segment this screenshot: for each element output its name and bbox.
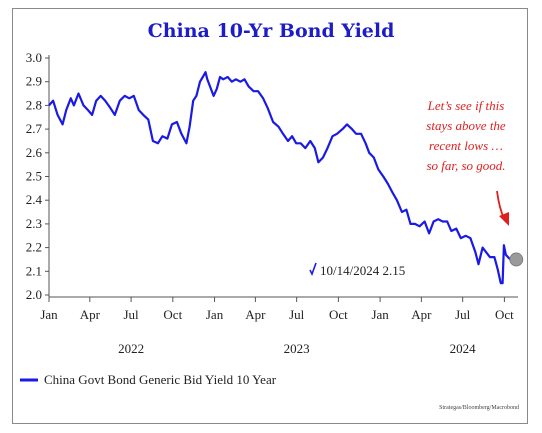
x-tick-label: Oct (163, 307, 182, 322)
y-tick-label: 2.8 (26, 97, 42, 112)
source-note: Strategas/Bloomberg/Macrobond (439, 405, 519, 411)
x-tick-label: Apr (245, 307, 266, 322)
y-tick-label: 2.1 (26, 263, 42, 278)
last-value-marker (509, 252, 524, 267)
plot-area (48, 55, 518, 298)
x-tick-label: Jan (40, 307, 58, 322)
year-label: 2022 (118, 341, 144, 356)
year-label: 2023 (284, 341, 310, 356)
legend-label: China Govt Bond Generic Bid Yield 10 Yea… (44, 372, 277, 387)
annotation-line: so far, so good. (426, 158, 505, 173)
y-tick-label: 2.7 (26, 121, 43, 136)
year-label: 2024 (450, 341, 477, 356)
legend: China Govt Bond Generic Bid Yield 10 Yea… (20, 372, 277, 387)
x-axis-years: 2022 2023 2024 (118, 341, 476, 356)
x-axis: Jan Apr Jul Oct Jan Apr Jul Oct Jan Apr Jul Oct (40, 297, 514, 322)
y-tick-label: 2.3 (26, 216, 42, 231)
y-tick-label: 2.4 (26, 192, 43, 207)
x-tick-label: Jan (371, 307, 389, 322)
x-tick-label: Jan (206, 307, 224, 322)
chart-title: China 10-Yr Bond Yield (148, 20, 395, 42)
y-tick-label: 2.6 (26, 145, 43, 160)
annotation-line: Let’s see if this (427, 98, 505, 113)
chart-frame (12, 8, 528, 424)
y-tick-label: 2.5 (26, 169, 42, 184)
series-layer (48, 71, 524, 285)
series-line (48, 71, 512, 285)
y-tick-label: 2.2 (26, 240, 42, 255)
annotation-line: recent lows … (429, 138, 503, 153)
x-tick-label: Apr (80, 307, 101, 322)
arrowhead-icon (499, 212, 509, 226)
x-tick-label: Jul (289, 307, 305, 322)
y-tick-label: 3.0 (26, 50, 42, 65)
y-tick-label: 2.9 (26, 74, 42, 89)
x-tick-label: Jul (124, 307, 140, 322)
y-tick-label: 2.0 (26, 287, 42, 302)
x-tick-label: Oct (495, 307, 514, 322)
last-value-label: 10/14/2024 2.15 (320, 263, 405, 278)
x-tick-label: Jul (455, 307, 471, 322)
y-axis: 3.0 2.9 2.8 2.7 2.6 2.5 2.4 2.3 2.2 2.1 2.0 (26, 50, 49, 302)
last-value-check-icon (309, 262, 317, 277)
x-tick-label: Apr (411, 307, 432, 322)
x-tick-label: Oct (329, 307, 348, 322)
annotation-layer: 10/14/2024 2.15 Let’s see if this stays ab… (309, 98, 509, 278)
annotation-line: stays above the (426, 118, 506, 133)
